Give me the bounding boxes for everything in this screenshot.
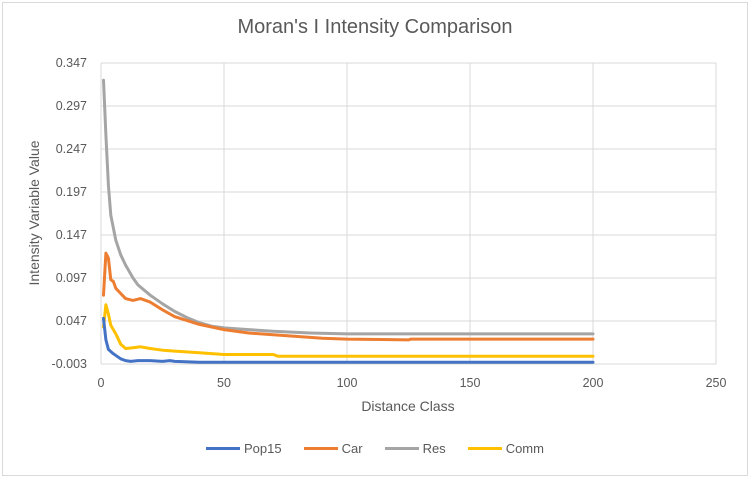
x-tick-label: 50	[217, 376, 231, 390]
legend: Pop15 Car Res Comm	[0, 441, 750, 456]
legend-swatch	[384, 447, 419, 450]
series-line-pop15	[102, 316, 595, 364]
series-line-res	[102, 78, 595, 336]
y-tick-label: 0.347	[56, 56, 87, 70]
x-tick-label: 250	[706, 376, 727, 390]
legend-swatch	[467, 447, 502, 450]
y-tick-label: 0.047	[56, 314, 87, 328]
legend-label: Car	[341, 441, 363, 456]
x-tick-label: 100	[337, 376, 358, 390]
legend-item-res: Res	[384, 441, 446, 456]
legend-label: Res	[422, 441, 446, 456]
legend-item-comm: Comm	[467, 441, 544, 456]
grid-lines	[100, 62, 717, 365]
y-tick-label: 0.247	[56, 142, 87, 156]
legend-item-pop15: Pop15	[206, 441, 282, 456]
legend-label: Comm	[505, 441, 544, 456]
legend-swatch	[206, 447, 241, 450]
y-tick-label: 0.097	[56, 271, 87, 285]
y-tick-label: 0.297	[56, 99, 87, 113]
legend-label: Pop15	[244, 441, 282, 456]
y-tick-label: -0.003	[52, 357, 87, 371]
y-tick-label: 0.147	[56, 228, 87, 242]
legend-swatch	[303, 447, 338, 450]
series-lines	[102, 78, 595, 364]
x-tick-label: 200	[583, 376, 604, 390]
y-axis-label: Intensity Variable Value	[26, 140, 42, 285]
y-tick-label: 0.197	[56, 185, 87, 199]
x-tick-label: 150	[460, 376, 481, 390]
series-line-comm	[102, 303, 595, 358]
y-tick-labels: -0.003 0.047 0.097 0.147 0.197 0.247 0.297 0.34…	[52, 56, 88, 371]
x-axis-label: Distance Class	[361, 398, 454, 414]
x-tick-labels: 0 50 100 150 200 250	[98, 376, 727, 390]
series-line-car	[102, 251, 595, 342]
chart-title: Moran's I Intensity Comparison	[237, 16, 513, 38]
legend-item-car: Car	[303, 441, 363, 456]
x-tick-label: 0	[98, 376, 105, 390]
